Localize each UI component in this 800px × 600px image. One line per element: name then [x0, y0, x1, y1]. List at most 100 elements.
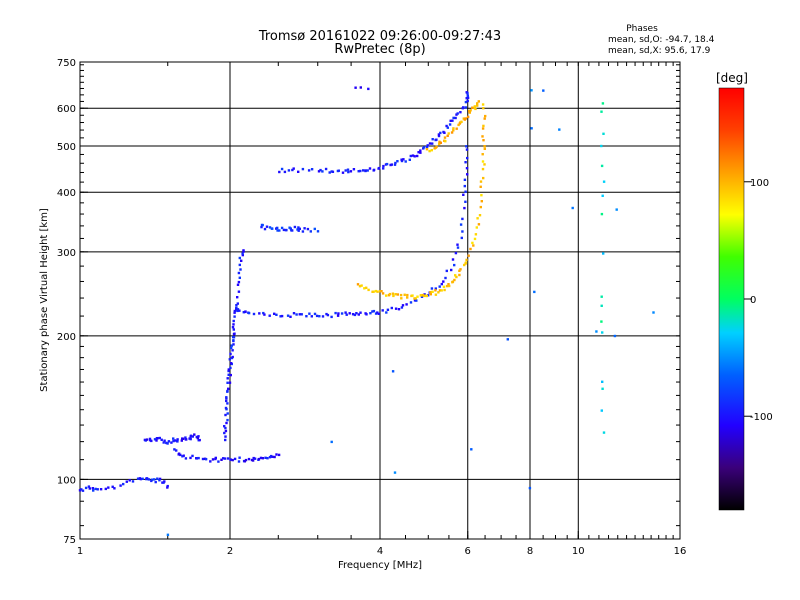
point-4 [465, 167, 469, 170]
point-1 [145, 438, 149, 441]
point-5 [276, 229, 279, 232]
point-11 [600, 409, 603, 412]
point-7 [482, 107, 485, 110]
point-3 [229, 352, 232, 356]
point-1 [184, 436, 187, 439]
point-8 [471, 106, 474, 109]
point-2 [277, 453, 281, 457]
point-3 [236, 296, 239, 299]
colorbar [718, 87, 745, 511]
point-6 [372, 168, 376, 172]
point-2 [271, 455, 274, 458]
point-4 [355, 312, 358, 315]
point-3 [233, 309, 236, 313]
point-10 [615, 208, 618, 211]
point-4 [376, 311, 379, 314]
point-8 [457, 123, 460, 127]
point-6 [366, 169, 369, 172]
point-6 [431, 142, 434, 145]
point-7 [374, 289, 378, 293]
point-1 [162, 441, 165, 444]
point-6 [328, 171, 331, 174]
point-4 [374, 312, 378, 315]
y-axis-label: Stationary phase Virtual Height [km] [39, 208, 50, 392]
point-6 [324, 167, 328, 171]
point-11 [601, 380, 604, 383]
point-1 [172, 439, 175, 443]
point-1 [148, 439, 152, 442]
point-7 [481, 103, 485, 106]
point-8 [455, 127, 458, 130]
point-7 [483, 147, 486, 150]
point-7 [429, 291, 432, 294]
point-0 [145, 477, 148, 480]
point-5 [263, 227, 267, 231]
point-5 [303, 227, 306, 230]
point-6 [425, 145, 429, 149]
point-7 [363, 287, 366, 290]
point-7 [481, 153, 484, 156]
point-2 [209, 460, 212, 463]
point-3 [225, 408, 228, 411]
point-11 [600, 295, 603, 298]
point-7 [445, 284, 449, 288]
point-7 [465, 258, 468, 262]
point-1 [196, 436, 199, 440]
point-5 [306, 227, 310, 231]
point-4 [405, 303, 408, 306]
point-7 [442, 285, 446, 288]
point-7 [400, 297, 403, 300]
point-1 [144, 439, 147, 442]
point-4 [464, 161, 467, 164]
point-4 [409, 301, 413, 304]
point-6 [428, 142, 432, 145]
point-6 [297, 170, 300, 173]
x-axis-label: Frequency [MHz] [338, 560, 422, 571]
point-7 [367, 288, 370, 292]
point-7 [416, 295, 419, 298]
point-0 [91, 487, 94, 490]
point-10 [470, 448, 473, 451]
point-5 [270, 227, 273, 230]
point-0 [88, 487, 91, 490]
point-4 [377, 312, 380, 315]
point-4 [359, 311, 362, 314]
point-6 [462, 106, 465, 109]
point-10 [613, 334, 617, 338]
point-4 [236, 308, 240, 311]
point-7 [394, 293, 397, 296]
point-10 [571, 206, 574, 210]
y-tick-label-500: 500 [57, 142, 76, 153]
point-7 [429, 293, 432, 296]
point-11 [601, 102, 605, 105]
point-10 [530, 89, 533, 92]
point-0 [99, 488, 103, 491]
point-1 [165, 441, 168, 445]
point-7 [481, 167, 485, 171]
point-3 [238, 276, 241, 279]
point-3 [225, 421, 228, 425]
chart-title: Tromsø 20161022 09:26:00-09:27:43 [258, 29, 501, 44]
point-8 [477, 100, 480, 103]
point-8 [452, 127, 455, 130]
point-4 [336, 314, 340, 317]
point-0 [107, 486, 110, 489]
point-6 [359, 169, 362, 173]
point-0 [137, 477, 140, 480]
point-4 [295, 313, 298, 316]
stats-heading: Phases [626, 24, 658, 34]
point-3 [227, 369, 230, 373]
point-11 [602, 180, 606, 183]
point-10 [330, 440, 333, 444]
point-4 [279, 315, 282, 318]
point-3 [242, 249, 245, 252]
point-1 [156, 437, 159, 440]
point-11 [601, 194, 604, 197]
point-4 [340, 312, 344, 315]
point-1 [197, 435, 200, 438]
point-6 [382, 164, 385, 168]
point-3 [224, 406, 228, 410]
point-10 [652, 311, 655, 314]
point-4 [463, 184, 466, 188]
point-9 [359, 86, 362, 89]
